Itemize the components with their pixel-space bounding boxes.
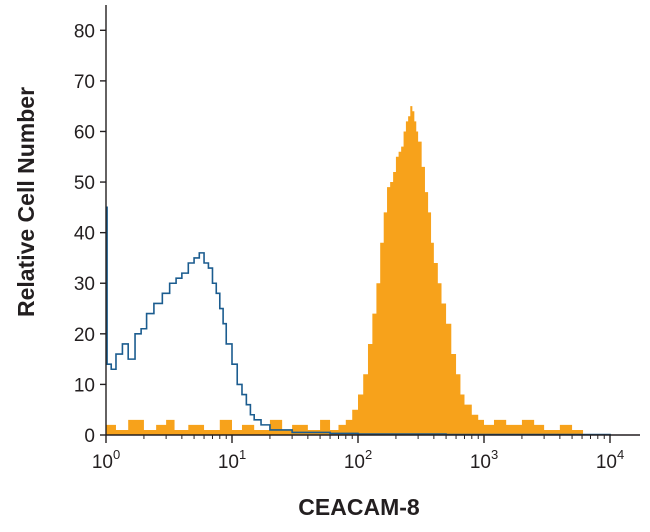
x-tick-label: 100 <box>92 447 120 473</box>
x-tick-label: 103 <box>470 447 498 473</box>
y-axis-ticks: 0 10 20 30 40 50 60 70 80 <box>74 21 106 447</box>
axes <box>105 5 640 436</box>
y-tick-label: 50 <box>74 173 95 194</box>
x-tick-label: 102 <box>344 447 372 473</box>
y-tick-label: 40 <box>74 224 95 245</box>
x-axis-ticks: 100 101 102 103 104 <box>92 435 624 473</box>
y-tick-label: 80 <box>74 21 95 42</box>
y-tick-label: 60 <box>74 122 95 143</box>
plot-series <box>106 106 611 436</box>
x-tick-label: 101 <box>218 447 246 473</box>
series-outline-histogram <box>106 206 611 436</box>
x-axis-title: CEACAM-8 <box>298 494 420 520</box>
y-tick-label: 20 <box>74 325 95 346</box>
series-filled-histogram <box>106 106 584 436</box>
y-tick-label: 30 <box>74 274 95 295</box>
y-axis-title: Relative Cell Number <box>13 87 39 317</box>
y-tick-label: 0 <box>84 426 95 447</box>
x-tick-label: 104 <box>596 447 624 473</box>
y-tick-label: 70 <box>74 72 95 93</box>
y-tick-label: 10 <box>74 375 95 396</box>
